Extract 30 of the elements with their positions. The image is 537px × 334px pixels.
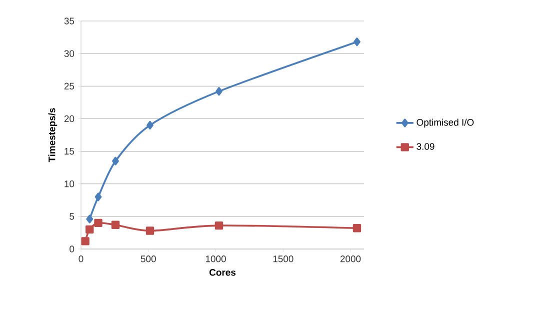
legend-label: 3.09 [416,143,434,150]
y-tick-label: 10 [64,180,74,188]
point [86,214,94,224]
point [146,226,154,235]
legend-label: Optimised I/O [416,118,474,128]
y-tick-label: 25 [64,82,74,90]
point [111,220,120,229]
point [81,237,90,246]
y-tick-label: 15 [64,148,74,155]
point [112,156,119,166]
y-tick-label: 35 [64,18,74,24]
x-tick-label: 0 [78,256,84,262]
x-tick-label: 1500 [273,256,294,262]
y-tick-label: 0 [70,246,74,252]
y-axis-title: Timesteps/s [48,108,58,162]
x-tick-label: 1000 [206,256,226,262]
point [214,221,224,230]
y-tick-label: 30 [64,50,74,57]
point [86,225,94,234]
x-tick-label: 500 [140,256,156,262]
point [216,87,222,96]
point [354,38,360,46]
point [94,218,102,228]
point [352,224,362,232]
point [146,120,154,130]
point [94,192,102,202]
x-axis-title: Cores [209,269,236,276]
x-tick-label: 2000 [340,256,361,262]
y-tick-label: 5 [70,213,74,220]
y-tick-label: 20 [64,115,74,122]
